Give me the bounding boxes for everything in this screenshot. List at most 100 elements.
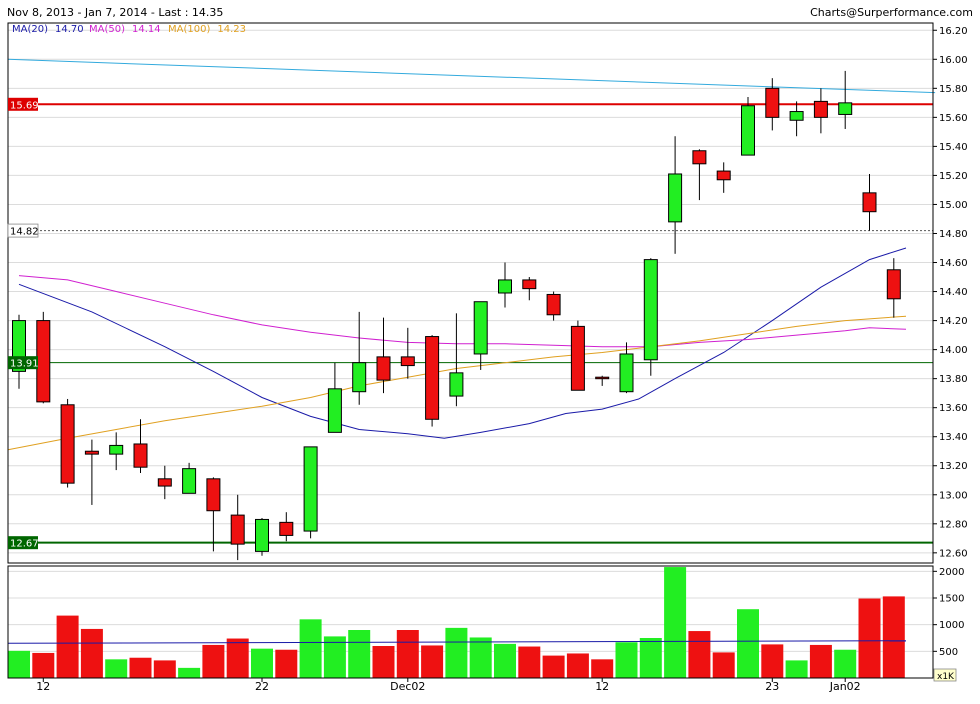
volume-bar	[251, 648, 273, 678]
volume-axis: 500 1000 1500 2000 x1K	[933, 567, 964, 682]
candle-body	[230, 514, 245, 545]
level-label-box	[8, 536, 38, 550]
volume-bar	[785, 660, 808, 678]
candle-body	[60, 404, 75, 484]
price-tick-label: 13.80	[939, 374, 968, 385]
x-tick-label: 23	[765, 680, 779, 693]
candle	[765, 78, 780, 131]
level-label-box	[7, 223, 39, 238]
volume-unit-label: x1K	[937, 672, 955, 682]
level-label: 15.69	[10, 100, 39, 111]
volume-bar	[542, 655, 565, 678]
candles	[12, 70, 901, 561]
candle-body	[862, 192, 877, 213]
level-label-badge: 14.82	[7, 223, 39, 238]
volume-tick-label: 1500	[939, 594, 964, 605]
volume-tick-label: 1000	[939, 620, 964, 631]
candle-body	[157, 478, 172, 487]
candle	[400, 327, 415, 379]
candle-body	[522, 279, 537, 290]
x-tick-label: 12	[36, 680, 50, 693]
volume-bar	[882, 596, 905, 678]
candle	[473, 301, 488, 370]
x-tick-label: Jan02	[829, 680, 861, 693]
price-tick-label: 12.60	[939, 548, 968, 559]
candle	[327, 362, 342, 433]
candle-body	[109, 444, 124, 455]
candle	[60, 398, 75, 488]
price-tick-label: 13.20	[939, 461, 968, 472]
level-label: 13.91	[10, 359, 39, 370]
candle-body	[425, 336, 440, 420]
candle-body	[570, 325, 585, 391]
level-label: 12.67	[10, 539, 39, 550]
candle-body	[668, 173, 683, 223]
volume-tick-label: 2000	[939, 567, 964, 578]
candle	[255, 518, 269, 556]
level-label-badge: 15.69	[8, 97, 39, 111]
volume-bar	[299, 619, 322, 678]
candle	[206, 477, 221, 552]
price-tick-label: 14.80	[939, 229, 968, 240]
candle-body	[473, 301, 488, 355]
volume-bar	[761, 644, 784, 678]
volume-unit-box	[933, 668, 957, 682]
candle	[182, 462, 197, 494]
candle	[36, 311, 51, 404]
candle-body	[643, 259, 658, 361]
price-tick-label: 14.40	[939, 287, 968, 298]
candle-body	[619, 353, 634, 393]
volume-bar	[566, 653, 589, 678]
price-tick-label: 12.80	[939, 519, 968, 530]
volume-bar	[469, 637, 492, 678]
volume-bar	[615, 642, 638, 678]
volume-bar	[8, 650, 30, 678]
price-tick-label: 14.60	[939, 258, 968, 269]
candle-body	[376, 356, 391, 381]
price-tick-label: 13.40	[939, 432, 968, 443]
volume-bar	[323, 636, 346, 678]
level-labels: 15.69 14.82 13.91 12.67	[7, 97, 39, 550]
volume-bar	[372, 646, 395, 678]
candle-body	[303, 446, 318, 532]
price-tick-label: 13.00	[939, 490, 968, 501]
x-tick-label: Dec02	[390, 680, 425, 693]
candle	[498, 262, 512, 308]
candle-body	[133, 443, 148, 468]
candle	[886, 258, 901, 318]
candle-body	[279, 521, 294, 536]
candle-body	[765, 87, 780, 118]
candle-body	[692, 150, 707, 165]
volume-bar	[421, 645, 444, 678]
volume-bar	[664, 567, 687, 678]
volume-bar	[445, 627, 468, 678]
volume-ma-line	[7, 640, 907, 644]
candle-body	[352, 362, 367, 393]
candle-body	[716, 170, 731, 181]
x-axis: 12 22 Dec02 12 23 Jan02	[36, 678, 861, 693]
candle-body	[182, 468, 197, 494]
volume-bar	[105, 659, 128, 678]
volume-bar	[809, 644, 832, 678]
volume-bars	[7, 567, 907, 678]
candle	[84, 439, 99, 505]
chart-title: Nov 8, 2013 - Jan 7, 2014 - Last : 14.35	[7, 6, 223, 19]
candle	[741, 97, 755, 156]
volume-bar	[688, 631, 711, 678]
candle	[838, 70, 853, 129]
candle-body	[838, 102, 853, 115]
volume-bar	[396, 630, 419, 678]
volume-bar	[858, 598, 881, 678]
candle-body	[400, 356, 415, 367]
volume-bar	[275, 649, 298, 678]
level-label-box	[8, 97, 38, 111]
candle	[109, 432, 124, 471]
candle	[303, 446, 318, 539]
price-tick-label: 15.60	[939, 113, 968, 124]
legend-ma50: MA(50) 14.14	[89, 24, 161, 35]
candle	[157, 465, 172, 500]
x-tick-label: 22	[255, 680, 269, 693]
candle-body	[206, 478, 221, 512]
